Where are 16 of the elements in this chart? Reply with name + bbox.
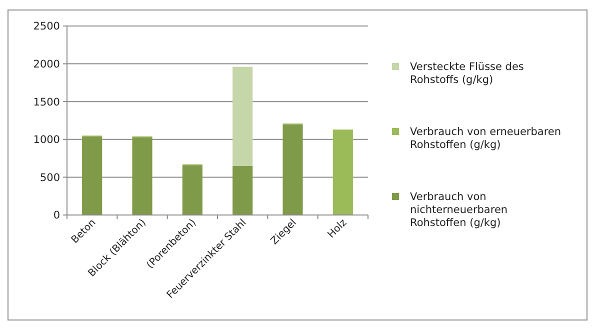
bar [132,137,152,215]
legend-label: Verbrauch von nichterneuerbaren Rohstoffen (g/kg) [410,191,508,229]
y-tick-label: 1500 [33,96,60,108]
bar [182,165,202,215]
y-tick-label: 0 [53,210,60,222]
legend-label: Verbrauch von erneuerbaren Rohstoffen (g/kg) [410,126,562,151]
y-tick-label: 1000 [33,134,60,146]
bar [282,124,303,215]
bar [332,130,353,215]
y-tick-label: 500 [40,172,60,184]
legend-label: Versteckte Flüsse des Rohstoffs (g/kg) [410,61,524,86]
y-tick-label: 2500 [33,20,60,33]
bar [82,136,102,215]
bar [232,66,253,166]
bar [232,166,253,215]
y-tick-label: 2000 [33,58,60,70]
